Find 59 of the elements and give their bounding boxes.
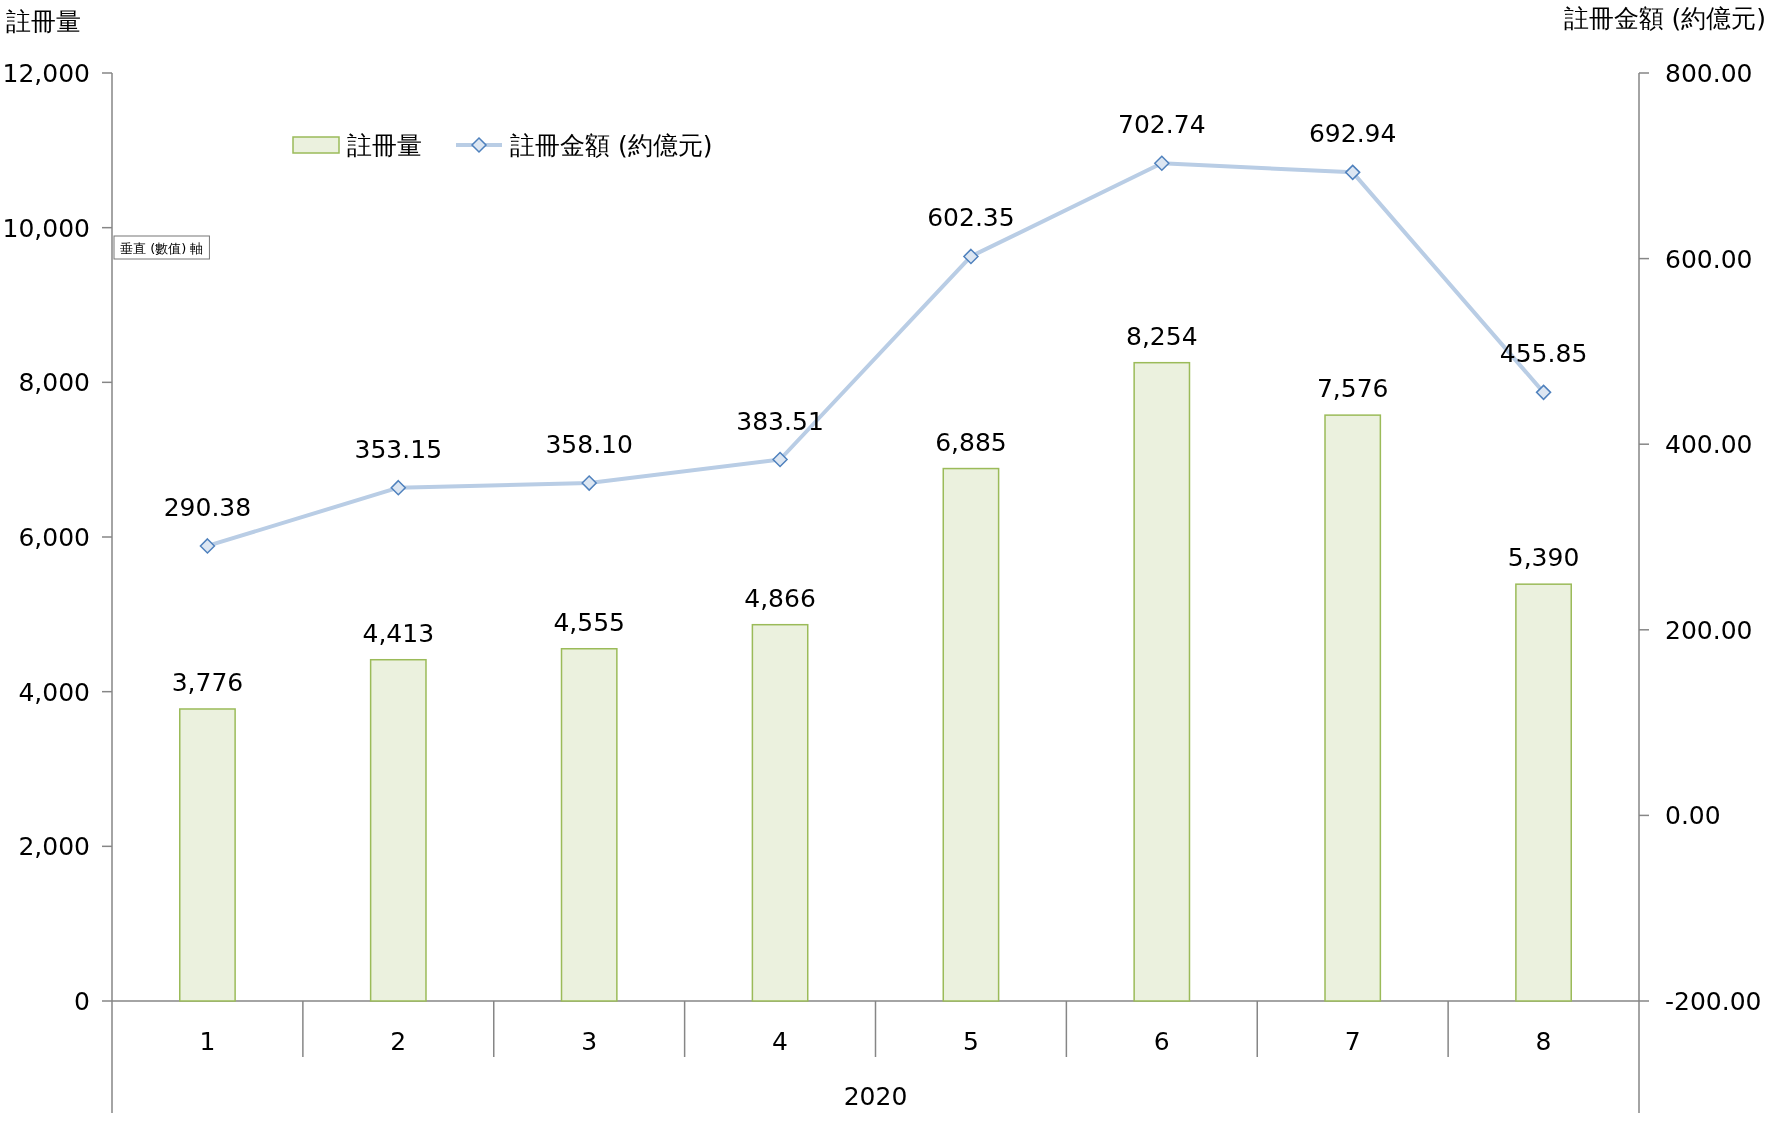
data-label: 455.85 [1499, 339, 1588, 369]
point [772, 451, 788, 468]
point [1154, 155, 1170, 172]
x-axis-title: 2020 [843, 1082, 908, 1111]
y-tick-label: 6,000 [18, 523, 90, 552]
point [581, 475, 597, 491]
x-tick-label: 4 [772, 1027, 789, 1056]
bar [1133, 361, 1191, 1002]
y2-tick-label: 400.00 [1665, 430, 1753, 460]
annotation: 垂直 (數值) 軸 [120, 241, 204, 256]
data-label: 383.51 [736, 406, 824, 436]
point [963, 248, 979, 265]
x-tick-label: 1 [199, 1027, 216, 1056]
data-label: 4,413 [362, 618, 435, 648]
legend-label: 註冊量 [347, 131, 422, 160]
data-label: 692.94 [1308, 119, 1397, 149]
y2-tick-label: 200.00 [1665, 615, 1753, 645]
bar [560, 648, 618, 1002]
y-tick-label: 2,000 [18, 832, 90, 862]
data-label: 3,776 [171, 667, 244, 697]
y-tick-label: 4,000 [18, 677, 90, 707]
point [390, 479, 407, 496]
x-tick-label: 8 [1535, 1027, 1552, 1056]
data-label: 6,885 [935, 427, 1007, 457]
y-tick-label: 12,000 [2, 59, 90, 88]
data-label: 702.74 [1118, 110, 1206, 140]
data-label: 358.10 [545, 430, 633, 460]
y-tick-label: 10,000 [2, 213, 90, 243]
bar [179, 708, 236, 1002]
point [1535, 384, 1552, 401]
data-label: 4,555 [553, 607, 625, 637]
y2-tick-label: 0.00 [1665, 801, 1721, 831]
y2-tick-label: 800.00 [1665, 59, 1753, 88]
bar [751, 623, 809, 1002]
data-label: 7,576 [1316, 374, 1389, 404]
data-label: 290.38 [163, 492, 252, 522]
data-label: 8,254 [1126, 321, 1198, 351]
x-tick-label: 7 [1344, 1027, 1361, 1056]
x-tick-label: 2 [390, 1027, 407, 1056]
bar [1324, 414, 1382, 1002]
data-label: 353.15 [354, 434, 443, 464]
y2-tick-label: -200.00 [1665, 987, 1762, 1016]
bar [942, 467, 1000, 1002]
x-tick-label: 3 [581, 1027, 598, 1056]
y-tick-label: 8,000 [18, 368, 90, 398]
data-label: 602.35 [927, 203, 1015, 233]
point [199, 538, 216, 554]
legend-label: 註冊金額 (約億元) [510, 131, 713, 160]
data-label: 5,390 [1507, 543, 1580, 573]
x-tick-label: 5 [962, 1027, 979, 1056]
data-label: 4,866 [744, 583, 816, 613]
y2-axis-title: 註冊金額 (約億元) [1563, 4, 1766, 33]
y-tick-label: 0 [74, 987, 90, 1016]
x-tick-label: 6 [1153, 1027, 1170, 1056]
bar [369, 658, 427, 1002]
point [1344, 164, 1361, 181]
bar [1515, 583, 1572, 1002]
y2-tick-label: 600.00 [1665, 244, 1753, 274]
y-axis-title: 註冊量 [6, 7, 81, 36]
